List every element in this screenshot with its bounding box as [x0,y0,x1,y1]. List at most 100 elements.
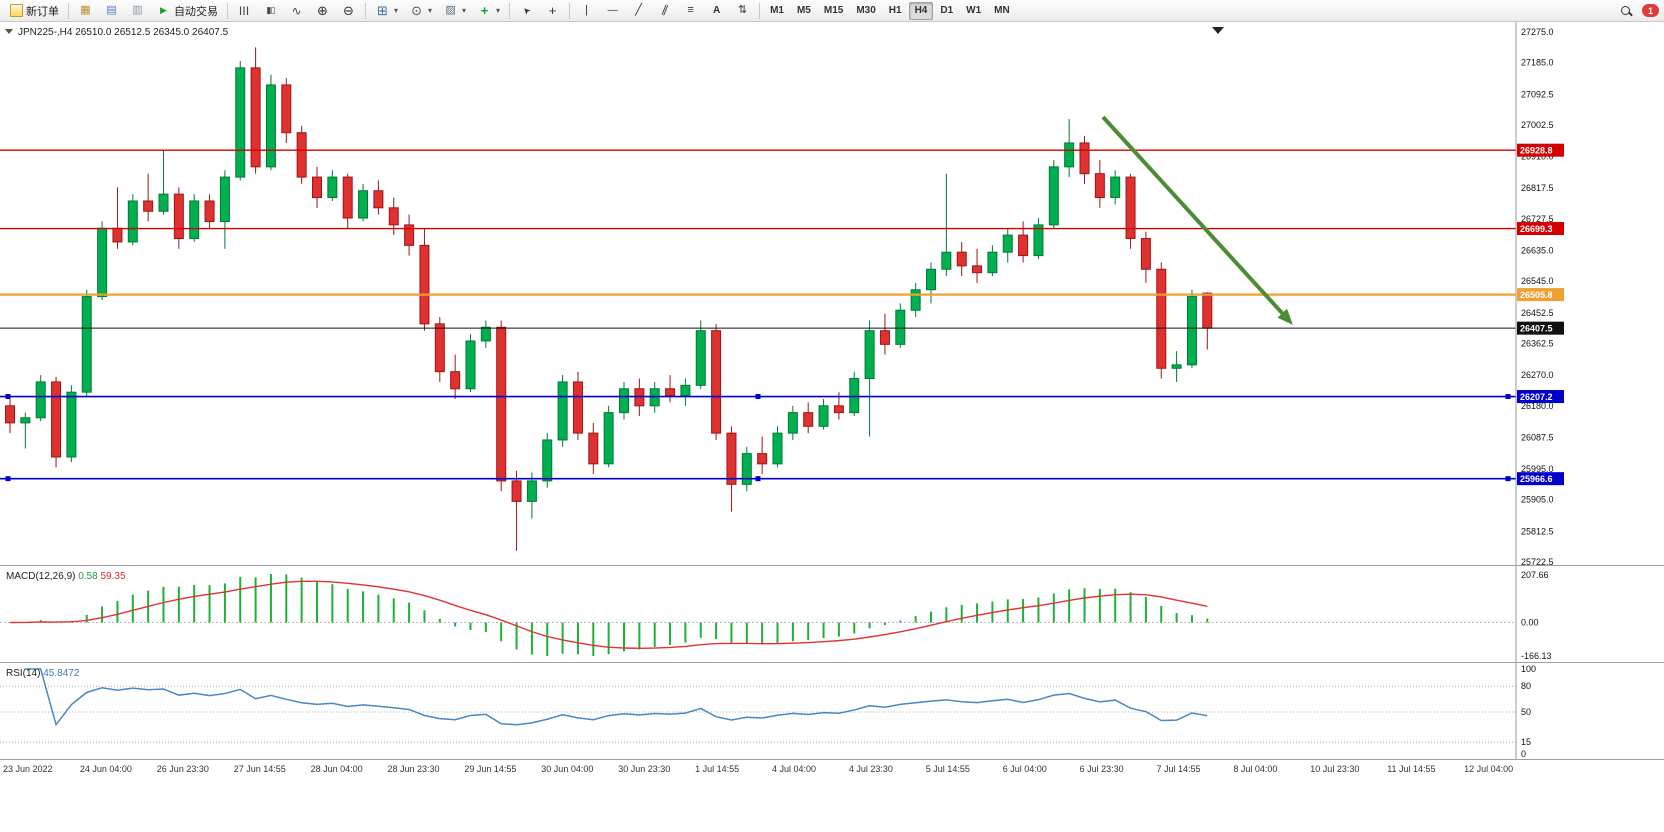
line-handle[interactable] [1505,476,1511,482]
svg-text:-166.13: -166.13 [1521,651,1552,661]
zoom-in-icon [315,3,330,18]
bar-chart-button[interactable] [232,2,257,20]
period-icon [409,3,424,18]
timeframe-mn-button[interactable]: MN [988,2,1016,20]
price-axis-label: 26270.0 [1521,370,1554,380]
price-tag [1517,390,1564,404]
period-button[interactable] [404,2,437,20]
time-axis-label: 30 Jun 04:00 [541,764,594,774]
chevron-down-icon [496,6,500,15]
chart-shift-marker[interactable] [1212,27,1224,34]
toolbar-separator [759,2,761,19]
chevron-down-icon [394,6,398,15]
trend-arrow-head[interactable] [1277,308,1293,325]
new-chart-icon [375,3,390,18]
template-icon [443,3,458,18]
price-axis-label: 26545.0 [1521,276,1554,286]
template-button[interactable] [438,2,471,20]
timeframe-h1-button[interactable]: H1 [883,2,908,20]
time-axis-label: 12 Jul 04:00 [1464,764,1514,774]
text-tool-button[interactable] [704,2,729,20]
navigator-icon [130,3,145,18]
navigator-button[interactable] [125,2,150,20]
auto-trading-label: 自动交易 [174,5,218,18]
trend-arrow[interactable] [1101,115,1284,315]
arrows-icon [735,3,750,18]
rsi-line [25,668,1208,727]
timeframe-d1-button[interactable]: D1 [934,2,959,20]
time-axis-label: 4 Jul 23:30 [848,764,893,774]
timeframe-m5-button[interactable]: M5 [791,2,817,20]
time-axis-label: 6 Jul 04:00 [1002,764,1047,774]
text-icon [709,3,724,18]
trendline-tool-button[interactable] [626,2,651,20]
bar-chart-icon [237,3,252,18]
zoom-out-button[interactable] [336,2,361,20]
line-handle[interactable] [5,476,11,482]
svg-text:0: 0 [1521,749,1526,759]
svg-text:50: 50 [1521,707,1531,717]
symbol-ohlc-label: JPN225-,H4 26510.0 26512.5 26345.0 26407… [18,27,229,38]
zoom-in-button[interactable] [310,2,335,20]
time-axis-label: 23 Jun 2022 [3,764,53,774]
candlestick-icon [263,3,278,18]
time-axis-label: 24 Jun 04:00 [79,764,132,774]
rsi-label: RSI(14) 45.8472 [6,668,80,679]
line-handle[interactable] [755,394,761,400]
new-order-label: 新订单 [26,5,59,18]
price-tag [1517,288,1564,302]
fibonacci-tool-button[interactable] [678,2,703,20]
timeframe-w1-button[interactable]: W1 [960,2,987,20]
price-axis-label: 26452.5 [1521,308,1554,318]
time-axis[interactable]: 23 Jun 2022 24 Jun 04:00 26 Jun 23:30 27 Ju… [0,759,1664,780]
auto-trading-button[interactable]: 自动交易 [151,2,223,20]
price-axis-label: 26087.5 [1521,432,1554,442]
market-watch-button[interactable] [73,2,98,20]
timeframe-m1-button[interactable]: M1 [764,2,790,20]
time-axis-label: 7 Jul 14:55 [1156,764,1201,774]
toolbar-separator [365,2,366,19]
candlestick-button[interactable] [258,2,283,20]
data-window-icon [104,3,119,18]
rsi-panel[interactable]: 100 80 50 15 0 RSI(14) 45.8472 [0,662,1664,759]
time-axis-label: 10 Jul 23:30 [1310,764,1360,774]
price-axis-label: 26817.5 [1521,183,1554,193]
timeframe-m15-button[interactable]: M15 [818,2,849,20]
new-order-button[interactable]: 新订单 [5,2,64,20]
line-handle[interactable] [755,476,761,482]
svg-text:26407.5: 26407.5 [1520,324,1553,334]
price-axis-label: 26180.0 [1521,401,1554,411]
line-handle[interactable] [1505,394,1511,400]
new-order-icon [10,4,23,17]
line-handle[interactable] [5,394,11,400]
svg-text:26928.8: 26928.8 [1520,146,1553,156]
trendline-icon [631,3,646,18]
notification-badge[interactable]: 1 [1642,4,1659,17]
crosshair-tool-button[interactable] [540,2,565,20]
vertical-line-tool-button[interactable] [574,2,599,20]
horizontal-line-tool-button[interactable] [600,2,625,20]
cursor-icon [519,3,534,18]
timeframe-m30-button[interactable]: M30 [850,2,881,20]
price-axis-label: 26635.0 [1521,245,1554,255]
price-axis-label: 25995.0 [1521,464,1554,474]
price-axis-label: 27275.0 [1521,27,1554,37]
price-tag [1517,222,1564,236]
time-axis-label: 1 Jul 14:55 [695,764,740,774]
macd-signal-line [9,580,1208,650]
cursor-tool-button[interactable] [514,2,539,20]
toolbar: 新订单 自动交易 M1 M5 M15 M3 [0,0,1664,22]
new-chart-button[interactable] [370,2,403,20]
timeframe-h4-button[interactable]: H4 [908,1,934,20]
line-chart-button[interactable] [284,2,309,20]
vertical-line-icon [579,3,594,18]
main-chart[interactable]: 27275.027185.027092.527002.526910.026817… [0,22,1664,565]
window-bottom-space [0,780,1664,832]
search-button[interactable] [1616,2,1639,20]
arrows-tool-button[interactable] [730,2,755,20]
one-click-trading-toggle[interactable] [5,29,13,34]
channel-tool-button[interactable] [652,2,677,20]
indicators-button[interactable] [472,2,505,20]
macd-panel[interactable]: 207.66 0.00 -166.13 MACD(12,26,9) 0.58 59.3… [0,565,1664,662]
data-window-button[interactable] [99,2,124,20]
